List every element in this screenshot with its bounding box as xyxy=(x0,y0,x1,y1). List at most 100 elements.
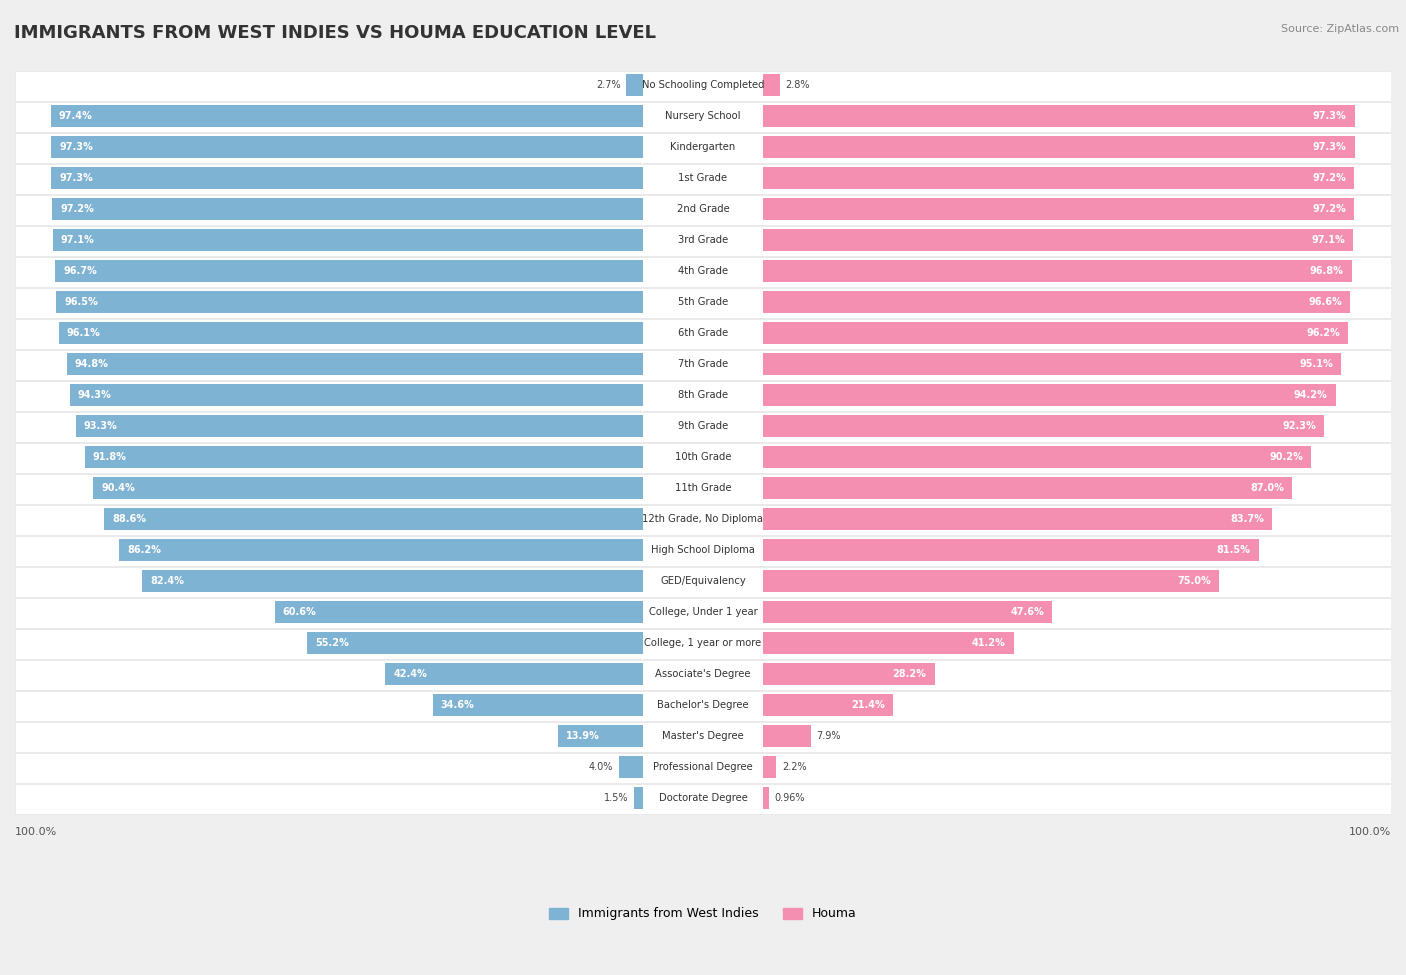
Bar xyxy=(15,350,1391,379)
Text: 95.1%: 95.1% xyxy=(1299,359,1333,370)
Bar xyxy=(52,136,643,158)
Text: 97.3%: 97.3% xyxy=(59,142,93,152)
Text: 81.5%: 81.5% xyxy=(1216,545,1250,555)
Bar xyxy=(763,725,811,747)
Bar xyxy=(763,508,1272,530)
Bar xyxy=(15,133,1391,163)
Bar xyxy=(15,288,1391,318)
Text: Professional Degree: Professional Degree xyxy=(654,762,752,772)
Text: 28.2%: 28.2% xyxy=(893,669,927,680)
Text: 12th Grade, No Diploma: 12th Grade, No Diploma xyxy=(643,514,763,525)
Bar xyxy=(15,629,1391,659)
Bar xyxy=(52,167,643,189)
Bar xyxy=(763,787,769,809)
Text: 13.9%: 13.9% xyxy=(567,731,600,741)
Bar xyxy=(763,446,1312,468)
Text: 7.9%: 7.9% xyxy=(817,731,841,741)
Bar xyxy=(634,787,643,809)
Bar xyxy=(15,71,1391,100)
Text: No Schooling Completed: No Schooling Completed xyxy=(641,80,765,90)
Bar xyxy=(763,663,935,685)
Bar xyxy=(120,539,643,562)
Bar xyxy=(763,539,1258,562)
Bar xyxy=(15,319,1391,348)
Text: 2nd Grade: 2nd Grade xyxy=(676,204,730,215)
Text: 97.3%: 97.3% xyxy=(59,173,93,183)
Text: 96.1%: 96.1% xyxy=(66,328,100,338)
Legend: Immigrants from West Indies, Houma: Immigrants from West Indies, Houma xyxy=(544,903,862,925)
Text: 96.7%: 96.7% xyxy=(63,266,97,276)
Text: 97.3%: 97.3% xyxy=(1313,111,1347,121)
Text: 96.5%: 96.5% xyxy=(65,297,98,307)
Bar xyxy=(619,756,643,778)
Bar xyxy=(627,74,643,97)
Text: 97.1%: 97.1% xyxy=(60,235,94,245)
Bar xyxy=(308,632,643,654)
Text: 96.8%: 96.8% xyxy=(1309,266,1344,276)
Text: 97.4%: 97.4% xyxy=(59,111,93,121)
Bar xyxy=(15,195,1391,224)
Text: 2.7%: 2.7% xyxy=(596,80,621,90)
Bar xyxy=(763,136,1354,158)
Text: 4th Grade: 4th Grade xyxy=(678,266,728,276)
Bar xyxy=(15,164,1391,193)
Text: College, Under 1 year: College, Under 1 year xyxy=(648,607,758,617)
Text: 86.2%: 86.2% xyxy=(127,545,160,555)
Text: 3rd Grade: 3rd Grade xyxy=(678,235,728,245)
Text: 41.2%: 41.2% xyxy=(972,638,1005,648)
Bar xyxy=(274,601,643,623)
Bar xyxy=(763,632,1014,654)
Text: GED/Equivalency: GED/Equivalency xyxy=(661,576,745,586)
Bar xyxy=(763,322,1348,344)
Bar xyxy=(56,291,643,313)
Bar xyxy=(15,784,1391,814)
Bar xyxy=(66,353,643,375)
Bar xyxy=(763,384,1336,407)
Text: 94.8%: 94.8% xyxy=(75,359,108,370)
Bar xyxy=(104,508,643,530)
Bar xyxy=(15,505,1391,534)
Text: 75.0%: 75.0% xyxy=(1177,576,1211,586)
Text: 6th Grade: 6th Grade xyxy=(678,328,728,338)
Bar xyxy=(52,229,643,252)
Bar xyxy=(763,756,776,778)
Text: 5th Grade: 5th Grade xyxy=(678,297,728,307)
Text: 97.1%: 97.1% xyxy=(1312,235,1346,245)
Bar xyxy=(763,229,1354,252)
Bar xyxy=(15,256,1391,287)
Bar xyxy=(15,101,1391,132)
Text: 8th Grade: 8th Grade xyxy=(678,390,728,400)
Bar xyxy=(763,74,780,97)
Bar xyxy=(763,694,893,717)
Text: 92.3%: 92.3% xyxy=(1282,421,1316,431)
Bar xyxy=(15,691,1391,721)
Text: 82.4%: 82.4% xyxy=(150,576,184,586)
Text: Master's Degree: Master's Degree xyxy=(662,731,744,741)
Text: 97.3%: 97.3% xyxy=(1313,142,1347,152)
Bar xyxy=(15,536,1391,565)
Text: 96.6%: 96.6% xyxy=(1309,297,1343,307)
Bar xyxy=(59,322,643,344)
Bar xyxy=(52,198,643,220)
Bar xyxy=(55,260,643,282)
Bar xyxy=(763,601,1053,623)
Bar xyxy=(84,446,643,468)
Text: 88.6%: 88.6% xyxy=(112,514,146,525)
Text: 94.2%: 94.2% xyxy=(1294,390,1327,400)
Text: Bachelor's Degree: Bachelor's Degree xyxy=(657,700,749,710)
Text: 47.6%: 47.6% xyxy=(1011,607,1045,617)
Bar xyxy=(763,260,1351,282)
Text: 2.2%: 2.2% xyxy=(782,762,807,772)
Text: 87.0%: 87.0% xyxy=(1250,483,1284,493)
Text: 97.2%: 97.2% xyxy=(1312,204,1346,215)
Bar xyxy=(15,722,1391,752)
Bar xyxy=(15,443,1391,473)
Bar xyxy=(15,566,1391,597)
Text: 2.8%: 2.8% xyxy=(786,80,810,90)
Text: 60.6%: 60.6% xyxy=(283,607,316,617)
Text: 0.96%: 0.96% xyxy=(775,793,804,803)
Bar xyxy=(385,663,643,685)
Text: 42.4%: 42.4% xyxy=(394,669,427,680)
Bar xyxy=(15,753,1391,783)
Bar xyxy=(763,105,1354,127)
